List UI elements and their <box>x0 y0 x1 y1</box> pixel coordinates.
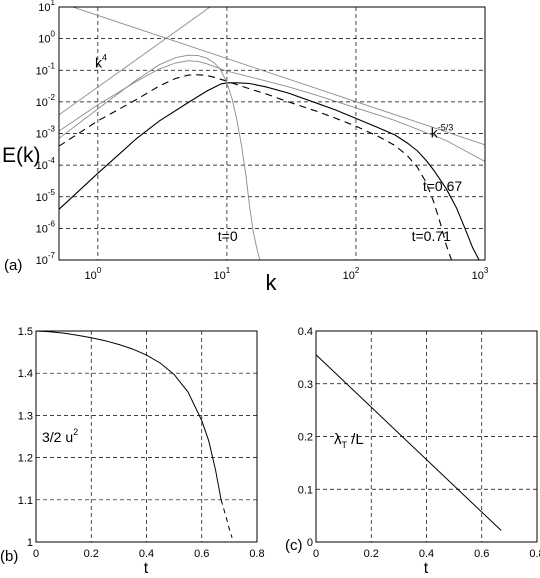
panel-b-y-tick-label: 1.5 <box>18 326 33 338</box>
panel-c-x-tick-label: 0.6 <box>474 548 489 560</box>
panel-a-grid <box>59 7 485 260</box>
panel-b-series-label-exp: 2 <box>73 427 78 437</box>
panel-b-grid <box>36 331 257 542</box>
panel-b-x-tick-label: 0.2 <box>84 548 99 560</box>
panel-b-x-tick-label: 0 <box>33 548 39 560</box>
panel-c-series-label-base: λ <box>334 431 342 448</box>
panel-b-x-tick-label: 0.4 <box>139 548 154 560</box>
panel-c-y-tick-label: 0.4 <box>298 326 313 338</box>
panel-a-x-tick-label: 102 <box>343 266 360 282</box>
panel-c-frame <box>315 330 538 543</box>
panel-a-y-tick-label: 10-7 <box>36 251 56 267</box>
panel-a-annotation-t0: t=0 <box>218 228 238 244</box>
panel-a-y-tick-label: 10-1 <box>36 61 56 77</box>
panel-a-y-axis-label: E(k) <box>2 144 41 167</box>
panel-b-y-tick-label: 1.2 <box>18 453 33 465</box>
panel-c-x-tick-label: 0 <box>313 548 319 560</box>
panel-a-series-line <box>59 60 485 162</box>
panel-c-y-tick-label: 0.2 <box>298 432 313 444</box>
panel-c-series-line <box>315 354 502 531</box>
panel-b-y-tick-label: 1.4 <box>18 368 33 380</box>
panel-b-series-label: 3/2 u2 <box>42 427 78 445</box>
panel-a-annotations: k4 k-5/3 t=0 t=0.67 t=0.71 <box>95 53 462 244</box>
panel-a-x-tick-label: 103 <box>472 266 489 282</box>
panel-a-annotation-k53: k-5/3 <box>431 122 454 140</box>
panel-b-series-line <box>220 499 233 538</box>
panel-b-y-tick-label: 1.1 <box>18 495 33 507</box>
panel-b-label: (b) <box>0 548 18 565</box>
panel-b-y-ticks: 1 1.1 1.2 1.3 1.4 1.5 <box>18 326 33 549</box>
panel-a-y-tick-label: 100 <box>38 30 55 46</box>
panel-b-x-axis-label: t <box>144 560 149 577</box>
panel-a-x-tick-label: 100 <box>84 266 101 282</box>
panel-a-x-ticks: 100 101 102 103 <box>84 266 488 282</box>
panel-a-annotation-t071: t=0.71 <box>412 228 452 244</box>
panel-a-x-axis-label: k <box>266 270 278 295</box>
panel-c-series <box>315 354 502 531</box>
panel-c-grid <box>316 331 537 542</box>
panel-b: 0 0.2 0.4 0.6 0.8 11.11.21.31.41.5 3/2 u2 t … <box>0 326 265 577</box>
panel-b-frame <box>35 330 258 543</box>
panel-a-series <box>59 7 485 260</box>
panel-b-series <box>35 330 233 538</box>
panel-c-x-axis-label: t <box>424 560 429 577</box>
panel-a-series-line <box>71 7 485 146</box>
panel-a-label: (a) <box>4 257 22 274</box>
panel-c-series-label-tail: /L <box>347 431 364 448</box>
panel-a-y-tick-label: 10-3 <box>36 125 56 141</box>
panel-a-series-line <box>59 54 261 260</box>
panel-a-y-tick-label: 101 <box>38 0 55 14</box>
panel-a-y-tick-label: 10-2 <box>36 93 56 109</box>
panel-b-series-label-base: 3/2 u <box>42 429 73 445</box>
panel-a-x-tick-label: 101 <box>214 266 231 282</box>
panel-c-series-label: λT /L <box>334 431 364 450</box>
panel-a-frame <box>58 6 486 261</box>
panel-c-x-ticks: 0 0.2 0.4 0.6 0.8 <box>313 548 540 560</box>
panel-a-series-line <box>59 74 453 260</box>
panel-a-y-ticks: 101 100 10-1 10-2 10-3 10-4 10-5 10-6 10-7 <box>36 0 56 267</box>
panel-b-x-ticks: 0 0.2 0.4 0.6 0.8 <box>33 548 265 560</box>
panel-a: 100 101 102 103 10110010-110-210-310-410-51… <box>2 0 489 295</box>
panel-c-y-tick-label: 0.1 <box>298 484 313 496</box>
panel-a-y-tick-label: 10-4 <box>36 156 56 172</box>
panel-b-y-tick-label: 1.3 <box>18 410 33 422</box>
panel-a-annotation-t067: t=0.67 <box>423 178 463 194</box>
panel-b-x-tick-label: 0.8 <box>249 548 264 560</box>
panel-a-series-line <box>59 82 480 260</box>
panel-b-x-tick-label: 0.6 <box>194 548 209 560</box>
panel-a-y-tick-label: 10-5 <box>36 188 56 204</box>
panel-a-y-tick-label: 10-6 <box>36 219 56 235</box>
panel-a-annotation-k4: k4 <box>95 53 107 71</box>
panel-c-y-ticks: 0 0.1 0.2 0.3 0.4 <box>298 326 313 549</box>
panel-c: 0 0.2 0.4 0.6 0.8 0 0.1 0.2 0.3 0.4 λT /L t (c) <box>285 326 540 577</box>
panel-c-x-tick-label: 0.8 <box>529 548 540 560</box>
panel-c-x-tick-label: 0.2 <box>364 548 379 560</box>
panel-a-series-line <box>59 7 211 116</box>
panel-c-series-label-sub: T <box>342 440 348 450</box>
panel-b-y-tick-label: 1 <box>27 537 33 549</box>
panel-b-series-line <box>35 330 222 500</box>
panel-c-x-tick-label: 0.4 <box>419 548 434 560</box>
panel-c-y-tick-label: 0.3 <box>298 379 313 391</box>
panel-c-label: (c) <box>285 537 303 554</box>
panel-c-y-tick-label: 0 <box>307 537 313 549</box>
